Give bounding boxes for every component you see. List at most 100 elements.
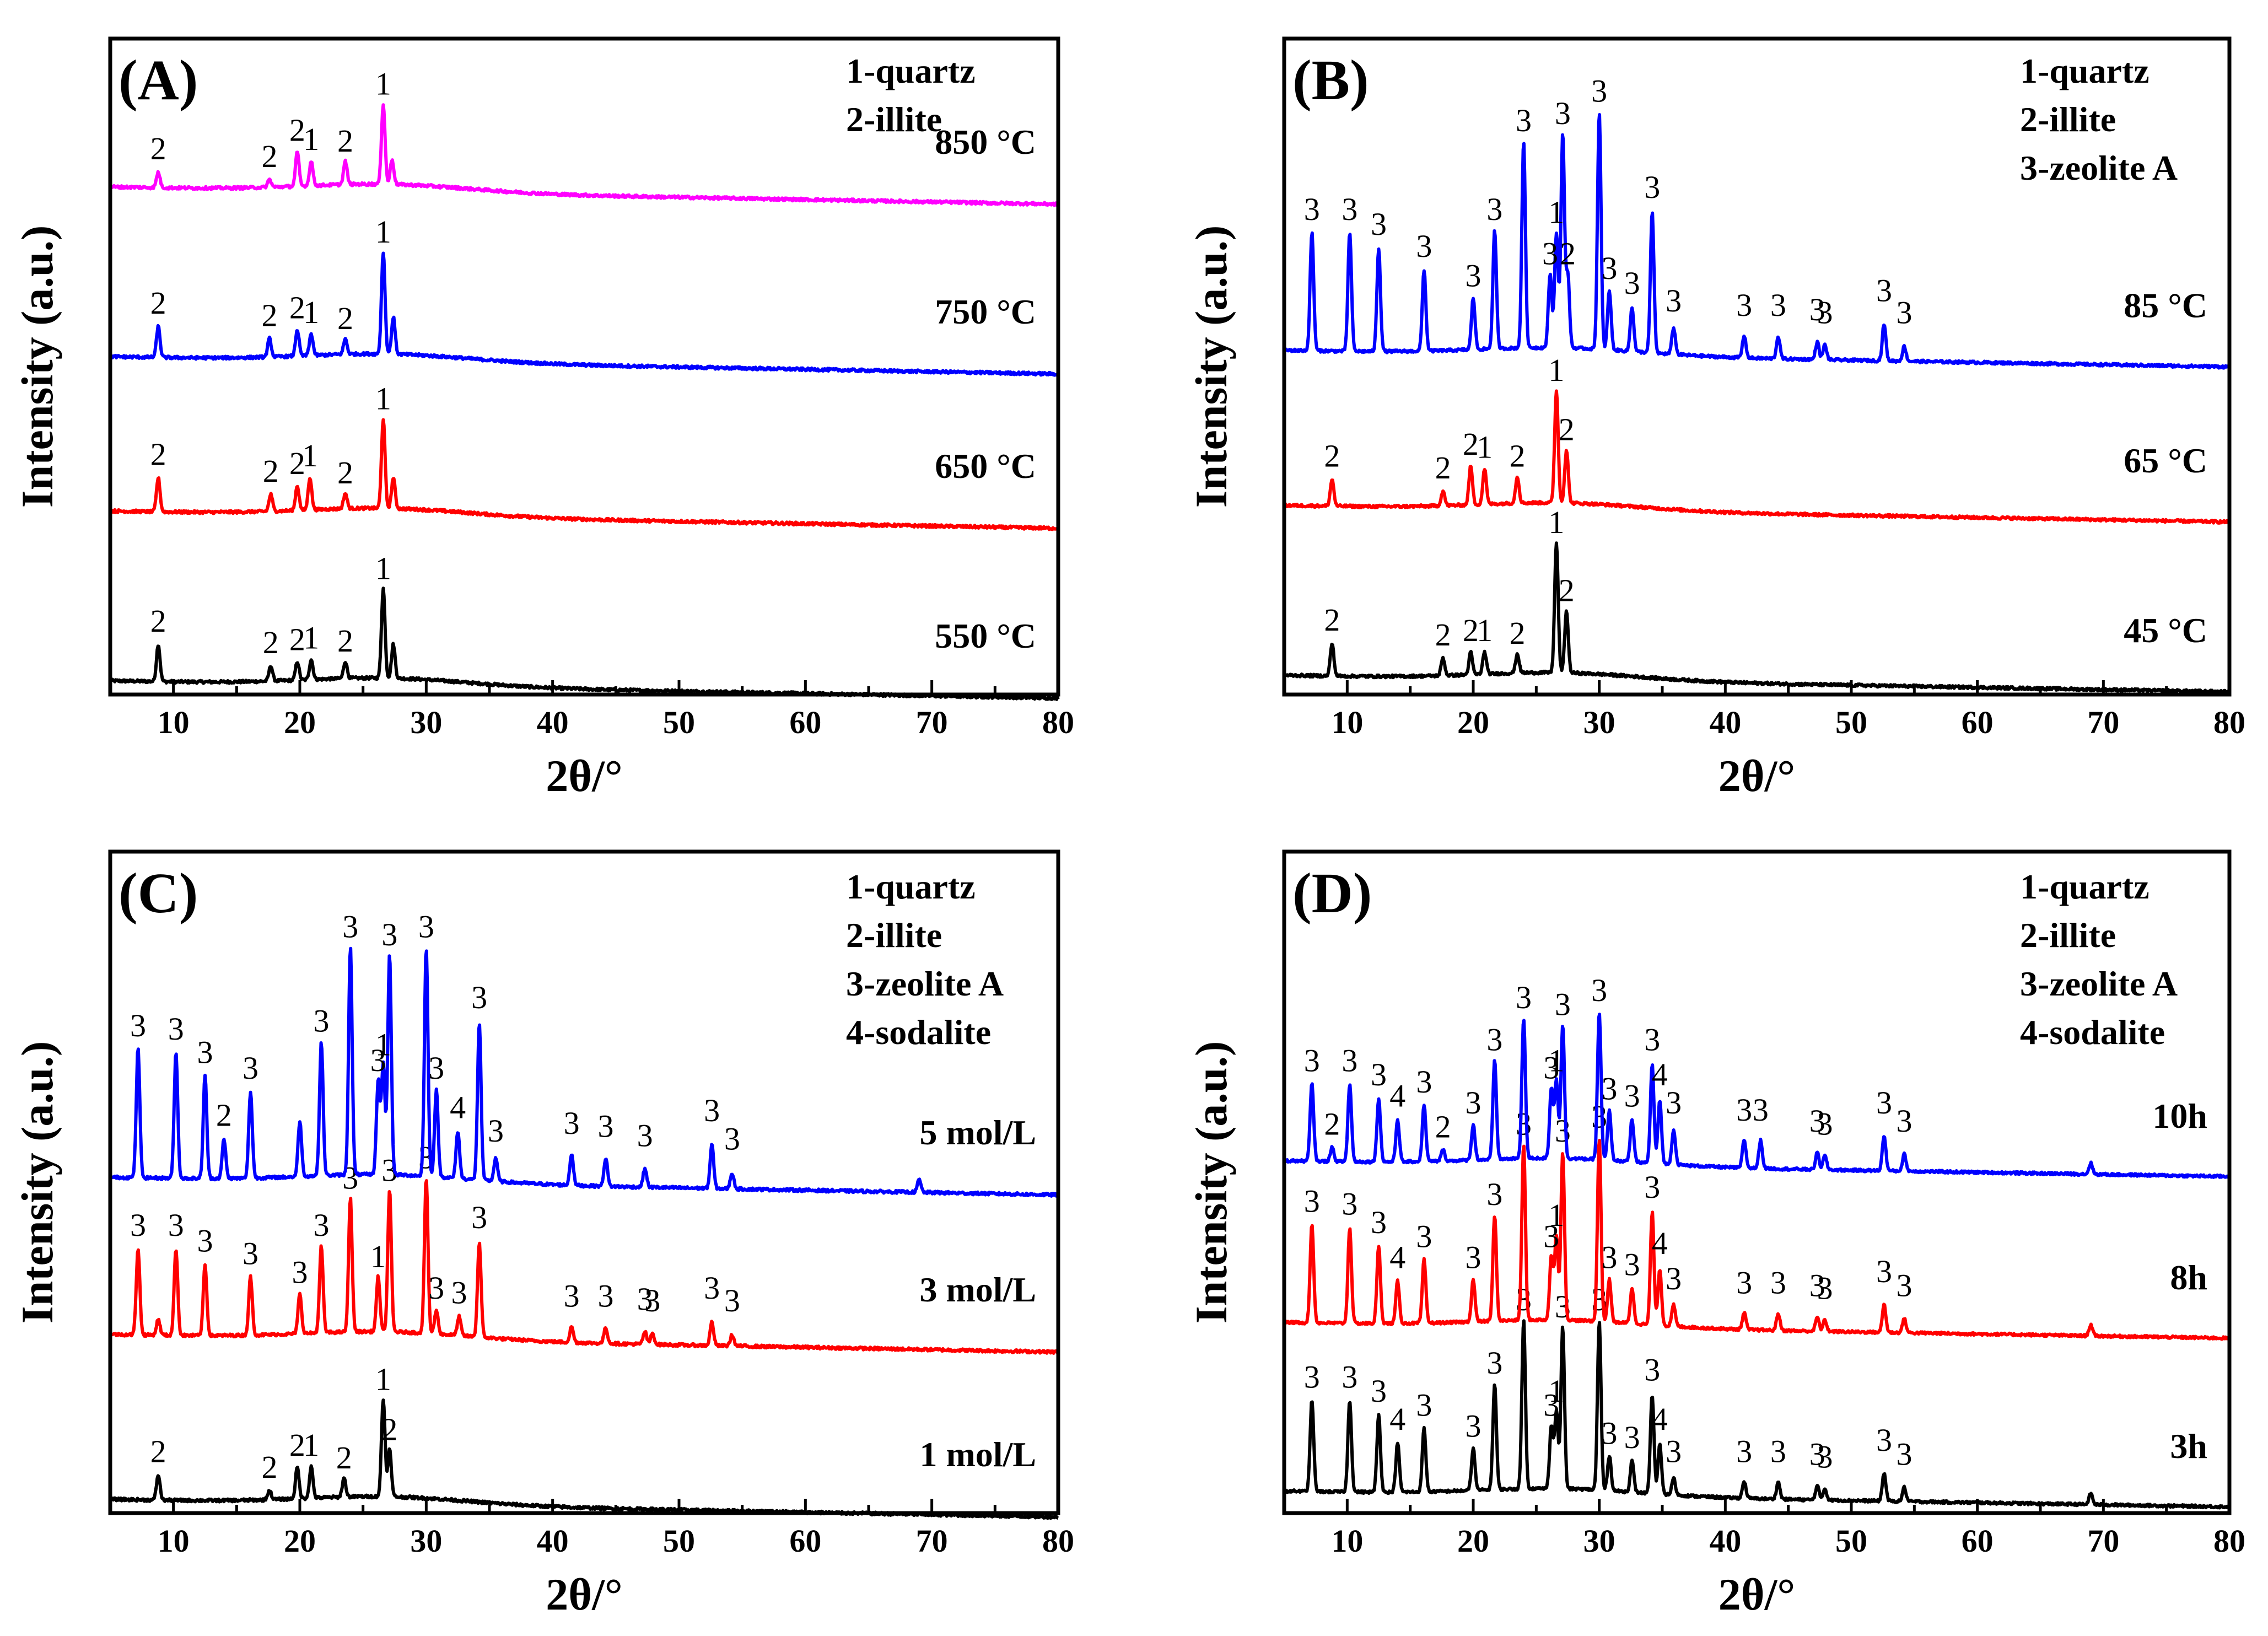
series-line-b-1 — [1283, 389, 2231, 525]
series-line-a-2 — [109, 251, 1060, 377]
peak-label-a-0-2: 2 — [289, 621, 305, 657]
peak-label-d-2-1: 2 — [1324, 1106, 1340, 1142]
peak-label-d-1-10: 3 — [1555, 1113, 1571, 1149]
legend-entry-d-2: 3-zeolite A — [2020, 964, 2178, 1003]
peak-label-c-1-17: 3 — [644, 1283, 660, 1319]
peak-label-c-0-4: 2 — [336, 1440, 352, 1476]
peak-label-d-1-22: 3 — [1897, 1268, 1913, 1304]
peak-label-b-2-19: 3 — [1817, 295, 1833, 331]
x-axis-label-d: 2θ/° — [1718, 1569, 1795, 1619]
peak-label-d-2-6: 2 — [1435, 1108, 1451, 1144]
peak-label-d-0-22: 3 — [1897, 1436, 1913, 1472]
peak-label-d-1-11: 3 — [1591, 1099, 1607, 1135]
plot-frame-b — [1282, 36, 2232, 697]
x-axis-label-b: 2θ/° — [1718, 751, 1795, 801]
peak-label-d-1-12: 3 — [1601, 1240, 1617, 1276]
peak-label-b-2-3: 3 — [1416, 228, 1432, 264]
x-tick-label-d-3: 40 — [1709, 1523, 1741, 1559]
peak-label-c-2-9: 1 — [375, 1026, 391, 1062]
peak-label-b-2-14: 3 — [1644, 169, 1660, 205]
peak-label-b-2-7: 3 — [1542, 235, 1558, 271]
peak-label-a-3-0: 2 — [150, 131, 166, 166]
peak-label-b-2-15: 3 — [1666, 283, 1682, 319]
x-tick-label-a-7: 80 — [1042, 704, 1074, 740]
peak-label-d-2-8: 3 — [1486, 1021, 1502, 1057]
series-line-c-2 — [109, 946, 1059, 1198]
peak-label-d-1-2: 3 — [1371, 1204, 1387, 1240]
series-label-a-1: 650 °C — [935, 446, 1036, 486]
peak-label-b-1-6: 2 — [1559, 411, 1575, 447]
series-line-c-0 — [109, 1398, 1059, 1520]
legend-entry-d-3: 4-sodalite — [2020, 1013, 2165, 1052]
peak-label-a-3-3: 1 — [303, 121, 319, 157]
panel-label-c: (C) — [118, 862, 198, 925]
peak-label-b-2-21: 3 — [1897, 295, 1913, 331]
x-tick-label-d-0: 10 — [1331, 1523, 1363, 1559]
peak-label-b-2-1: 3 — [1342, 191, 1357, 227]
peak-label-d-1-17: 3 — [1736, 1264, 1752, 1300]
series-line-a-3 — [109, 103, 1060, 207]
peak-label-b-2-10: 2 — [1560, 235, 1576, 271]
x-tick-label-c-4: 50 — [663, 1523, 695, 1559]
panel-label-b: (B) — [1292, 49, 1369, 112]
x-tick-label-d-6: 70 — [2087, 1523, 2119, 1559]
peak-label-c-2-20: 3 — [724, 1121, 740, 1156]
series-label-c-1: 3 mol/L — [919, 1270, 1036, 1309]
peak-label-a-0-5: 1 — [375, 551, 391, 586]
peak-label-c-2-12: 3 — [428, 1050, 444, 1086]
peak-label-d-0-16: 3 — [1666, 1433, 1682, 1469]
peak-label-d-0-12: 3 — [1601, 1415, 1617, 1451]
peak-label-c-2-18: 3 — [637, 1118, 653, 1154]
peak-label-b-2-2: 3 — [1371, 206, 1387, 242]
x-tick-label-b-1: 20 — [1457, 704, 1489, 740]
x-tick-label-b-2: 30 — [1583, 704, 1615, 740]
series-line-b-0 — [1283, 541, 2231, 695]
legend-entry-b-1: 2-illite — [2020, 100, 2116, 139]
peak-label-a-2-1: 2 — [261, 297, 277, 333]
x-tick-label-b-6: 70 — [2087, 704, 2119, 740]
peak-label-c-2-19: 3 — [704, 1093, 720, 1128]
peak-label-d-1-13: 3 — [1624, 1246, 1640, 1282]
series-label-a-0: 550 °C — [935, 616, 1036, 655]
peak-label-d-0-1: 3 — [1342, 1359, 1357, 1395]
series-line-a-0 — [109, 586, 1060, 701]
plot-frame-c — [108, 849, 1060, 1515]
peak-label-a-0-4: 2 — [337, 623, 353, 659]
y-axis-label-b: Intensity (a.u.) — [1186, 225, 1236, 508]
series-label-b-2: 85 °C — [2124, 286, 2207, 325]
peak-label-a-1-4: 2 — [337, 455, 353, 491]
x-axis-label-a: 2θ/° — [546, 751, 622, 801]
peak-label-d-2-19: 3 — [1736, 1092, 1752, 1128]
legend-entry-c-2: 3-zeolite A — [846, 964, 1004, 1003]
peak-label-d-0-3: 4 — [1389, 1401, 1405, 1437]
peak-label-c-1-13: 3 — [471, 1199, 487, 1235]
peak-label-c-1-16: 3 — [637, 1281, 653, 1317]
peak-label-b-1-2: 2 — [1463, 426, 1479, 462]
peak-label-d-2-18: 3 — [1666, 1085, 1682, 1121]
series-label-a-2: 750 °C — [935, 292, 1036, 331]
peak-label-d-2-12: 3 — [1555, 987, 1571, 1022]
peak-label-c-2-11: 3 — [418, 909, 434, 945]
peak-label-d-0-4: 3 — [1416, 1387, 1432, 1423]
x-tick-label-c-1: 20 — [284, 1523, 316, 1559]
peak-label-d-1-15: 4 — [1652, 1225, 1668, 1261]
peak-label-d-1-4: 3 — [1416, 1218, 1432, 1254]
peak-label-d-2-4: 4 — [1389, 1078, 1405, 1113]
x-tick-label-b-4: 50 — [1835, 704, 1867, 740]
peak-label-d-1-7: 3 — [1516, 1106, 1532, 1142]
peak-label-c-0-5: 1 — [375, 1361, 391, 1397]
peak-label-b-2-18: 3 — [1809, 292, 1825, 327]
peak-label-c-1-6: 3 — [313, 1207, 329, 1243]
peak-label-c-0-1: 2 — [261, 1449, 277, 1485]
peak-label-d-1-3: 4 — [1389, 1240, 1405, 1276]
peak-label-b-1-4: 2 — [1510, 438, 1526, 474]
peak-label-d-2-16: 3 — [1644, 1021, 1660, 1057]
peak-label-b-2-13: 3 — [1624, 265, 1640, 301]
series-label-d-0: 3h — [2170, 1427, 2207, 1466]
plot-frame-a — [108, 36, 1060, 697]
series-label-c-0: 1 mol/L — [919, 1435, 1036, 1474]
y-axis-label-c: Intensity (a.u.) — [12, 1041, 62, 1324]
legend-entry-b-2: 3-zeolite A — [2020, 148, 2178, 187]
